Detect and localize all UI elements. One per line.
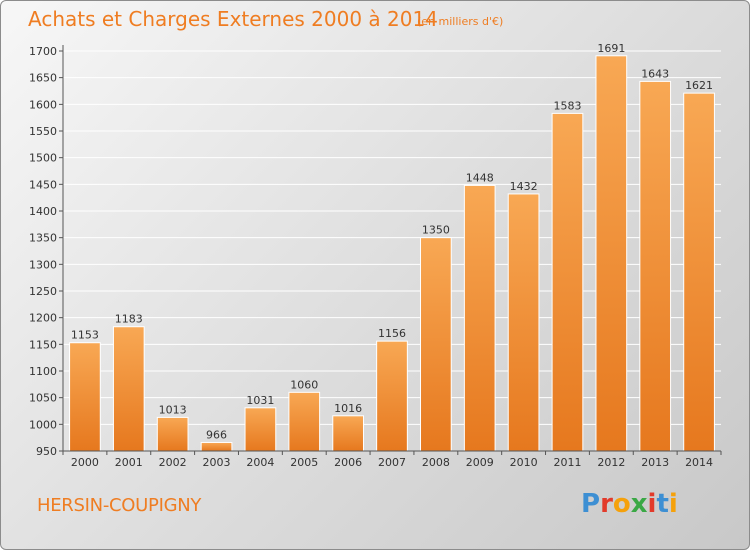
y-tick-label: 1350 xyxy=(29,232,57,245)
bar-2003 xyxy=(200,441,233,452)
bar-2013 xyxy=(639,80,672,452)
data-label-2011: 1583 xyxy=(553,99,581,112)
bar-2007 xyxy=(376,340,408,452)
y-tick-label: 1650 xyxy=(29,72,57,85)
data-label-2013: 1643 xyxy=(641,67,669,80)
x-tick-label-2012: 2012 xyxy=(597,456,625,469)
bar-2006 xyxy=(332,415,364,452)
bar-chart: 950 1000 1050 1100 1150 1200 1250 1300 1350 1400 1… xyxy=(29,42,722,469)
bar-2012 xyxy=(595,55,628,452)
axes: 950 1000 1050 1100 1150 1200 1250 1300 1350 1400 1… xyxy=(29,45,722,469)
x-tick-label-2006: 2006 xyxy=(334,456,362,469)
logo-letter: i xyxy=(647,489,657,519)
x-tick-label-2002: 2002 xyxy=(159,456,187,469)
logo-letter: o xyxy=(612,489,631,519)
y-tick-label: 1450 xyxy=(29,178,57,191)
x-tick-label-2013: 2013 xyxy=(641,456,669,469)
data-label-2008: 1350 xyxy=(422,224,450,237)
bar-2004 xyxy=(244,407,277,452)
data-label-2009: 1448 xyxy=(466,171,494,184)
y-tick-label: 1200 xyxy=(29,312,57,325)
bars xyxy=(69,55,715,452)
x-tick-label-2005: 2005 xyxy=(290,456,318,469)
logo-letter: t xyxy=(656,489,669,519)
bar-2001 xyxy=(112,326,145,452)
logo-letter: i xyxy=(668,489,678,519)
data-label-2014: 1621 xyxy=(685,79,713,92)
logo-letter: r xyxy=(600,489,613,519)
bar-2008 xyxy=(420,237,452,452)
data-label-2012: 1691 xyxy=(597,42,625,55)
bar-2009 xyxy=(463,184,496,452)
y-tick-label: 1600 xyxy=(29,98,57,111)
logo-letter: P xyxy=(581,489,601,519)
y-tick-label: 1700 xyxy=(29,45,57,58)
y-tick-label: 1150 xyxy=(29,338,57,351)
x-tick-label-2010: 2010 xyxy=(510,456,538,469)
y-tick-label: 1250 xyxy=(29,285,57,298)
x-tick-label-2004: 2004 xyxy=(246,456,274,469)
x-tick-label-2003: 2003 xyxy=(203,456,231,469)
chart-subtitle: (en milliers d'€) xyxy=(417,15,504,28)
y-tick-label: 1400 xyxy=(29,205,57,218)
bar-2010 xyxy=(507,193,540,452)
x-tick-label-2009: 2009 xyxy=(466,456,494,469)
y-tick-label: 1000 xyxy=(29,418,57,431)
data-label-2000: 1153 xyxy=(71,329,99,342)
data-label-2001: 1183 xyxy=(115,313,143,326)
x-tick-label-2014: 2014 xyxy=(685,456,713,469)
y-tick-label: 950 xyxy=(36,445,57,458)
data-label-2005: 1060 xyxy=(290,378,318,391)
data-label-2004: 1031 xyxy=(246,394,274,407)
y-tick-label: 1050 xyxy=(29,392,57,405)
x-tick-label-2007: 2007 xyxy=(378,456,406,469)
data-labels: 1153 1183 1013 966 1031 1060 1016 1156 1350 1448 1… xyxy=(71,42,713,442)
y-tick-label: 1550 xyxy=(29,125,57,138)
x-tick-label-2001: 2001 xyxy=(115,456,143,469)
data-label-2006: 1016 xyxy=(334,402,362,415)
y-tick-label: 1500 xyxy=(29,152,57,165)
x-tick-label-2008: 2008 xyxy=(422,456,450,469)
y-tick-label: 1100 xyxy=(29,365,57,378)
bar-2005 xyxy=(288,391,321,452)
bar-2011 xyxy=(551,112,584,452)
data-label-2003: 966 xyxy=(206,428,227,441)
logo-letter: x xyxy=(630,489,648,519)
commune-name: HERSIN-COUPIGNY xyxy=(37,495,202,516)
x-tick-label-2000: 2000 xyxy=(71,456,99,469)
bar-2000 xyxy=(69,342,101,452)
bar-2014 xyxy=(683,92,715,452)
data-label-2002: 1013 xyxy=(159,403,187,416)
proxiti-logo: Proxiti xyxy=(581,489,678,519)
x-tick-label-2011: 2011 xyxy=(553,456,581,469)
y-tick-label: 1300 xyxy=(29,258,57,271)
bar-2002 xyxy=(156,416,189,452)
data-label-2010: 1432 xyxy=(510,180,538,193)
data-label-2007: 1156 xyxy=(378,327,406,340)
chart-title: Achats et Charges Externes 2000 à 2014 xyxy=(28,7,438,31)
